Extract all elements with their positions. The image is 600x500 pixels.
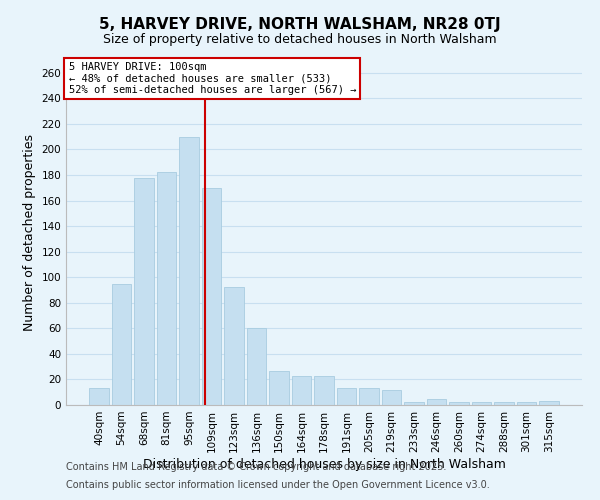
Bar [202,188,221,405]
Text: 5 HARVEY DRIVE: 100sqm
← 48% of detached houses are smaller (533)
52% of semi-de: 5 HARVEY DRIVE: 100sqm ← 48% of detached… [68,62,356,95]
Text: 5, HARVEY DRIVE, NORTH WALSHAM, NR28 0TJ: 5, HARVEY DRIVE, NORTH WALSHAM, NR28 0TJ [99,18,501,32]
Bar [404,402,424,405]
Bar [427,398,446,405]
Text: Contains public sector information licensed under the Open Government Licence v3: Contains public sector information licen… [66,480,490,490]
Text: Size of property relative to detached houses in North Walsham: Size of property relative to detached ho… [103,32,497,46]
Text: Contains HM Land Registry data © Crown copyright and database right 2025.: Contains HM Land Registry data © Crown c… [66,462,446,472]
Bar [382,390,401,405]
Bar [539,401,559,405]
Bar [89,388,109,405]
Y-axis label: Number of detached properties: Number of detached properties [23,134,36,331]
Bar [134,178,154,405]
Bar [157,172,176,405]
Bar [247,328,266,405]
Bar [269,370,289,405]
X-axis label: Distribution of detached houses by size in North Walsham: Distribution of detached houses by size … [143,458,505,470]
Bar [292,376,311,405]
Bar [517,402,536,405]
Bar [112,284,131,405]
Bar [224,288,244,405]
Bar [359,388,379,405]
Bar [472,402,491,405]
Bar [314,376,334,405]
Bar [494,402,514,405]
Bar [449,402,469,405]
Bar [337,388,356,405]
Bar [179,136,199,405]
